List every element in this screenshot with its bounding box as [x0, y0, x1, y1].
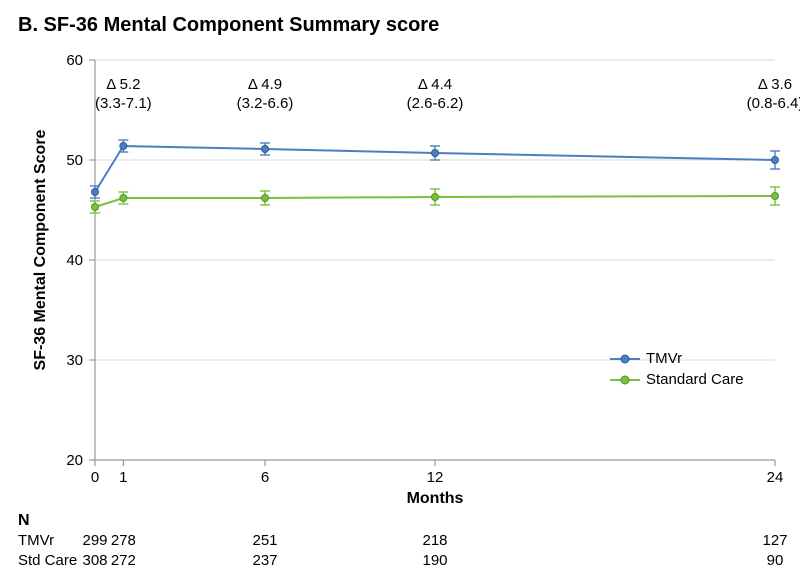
- n-row-label: Std Care: [18, 552, 77, 569]
- legend-swatch-std: [610, 379, 640, 381]
- svg-text:12: 12: [427, 469, 444, 486]
- n-table: NTMVr299278251218127Std Care308272237190…: [0, 0, 800, 60]
- legend-item-tmvr: TMVr: [610, 350, 744, 367]
- chart-container: B. SF-36 Mental Component Summary score …: [0, 0, 800, 588]
- legend-item-std: Standard Care: [610, 371, 744, 388]
- n-cell: 272: [101, 552, 145, 569]
- legend-label-std: Standard Care: [646, 371, 744, 388]
- svg-text:1: 1: [119, 469, 127, 486]
- svg-text:0: 0: [91, 469, 99, 486]
- n-row-label: TMVr: [18, 532, 54, 549]
- delta-label: Δ 4.4(2.6-6.2): [395, 76, 475, 114]
- n-table-header: N: [18, 512, 30, 530]
- n-cell: 278: [101, 532, 145, 549]
- delta-label: Δ 5.2(3.3-7.1): [83, 76, 163, 114]
- n-cell: 90: [753, 552, 797, 569]
- legend: TMVr Standard Care: [610, 350, 744, 392]
- n-cell: 190: [413, 552, 457, 569]
- svg-text:6: 6: [261, 469, 269, 486]
- svg-text:30: 30: [66, 352, 83, 369]
- svg-text:50: 50: [66, 152, 83, 169]
- delta-label: Δ 3.6(0.8-6.4): [735, 76, 800, 114]
- n-cell: 251: [243, 532, 287, 549]
- delta-label: Δ 4.9(3.2-6.6): [225, 76, 305, 114]
- n-cell: 127: [753, 532, 797, 549]
- svg-text:20: 20: [66, 452, 83, 469]
- n-cell: 237: [243, 552, 287, 569]
- legend-swatch-tmvr: [610, 358, 640, 360]
- svg-text:40: 40: [66, 252, 83, 269]
- n-cell: 218: [413, 532, 457, 549]
- legend-label-tmvr: TMVr: [646, 350, 682, 367]
- svg-text:24: 24: [767, 469, 784, 486]
